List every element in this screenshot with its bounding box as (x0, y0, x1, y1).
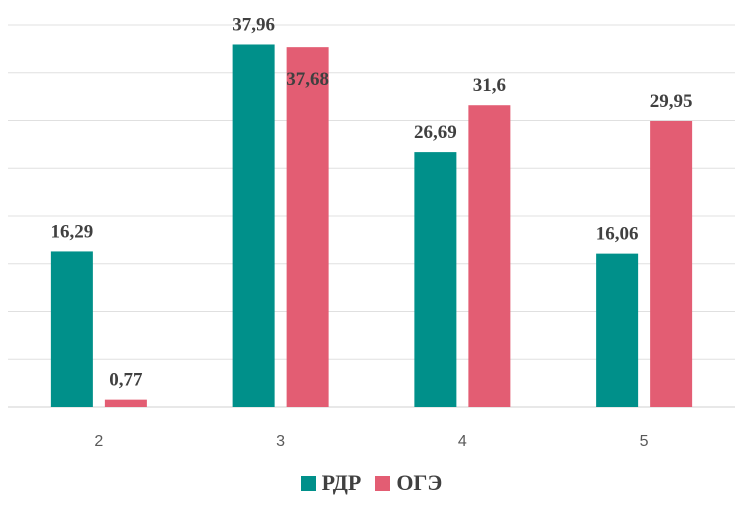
bar-series-1-5 (596, 253, 639, 407)
data-label-series-2-2: 0,77 (109, 370, 143, 391)
legend-swatch-series-1 (300, 475, 316, 491)
x-tick-label: 3 (276, 433, 285, 450)
data-label-series-1-5: 16,06 (596, 224, 639, 245)
legend-item-series-2: ОГЭ (375, 470, 442, 496)
x-tick-label: 4 (458, 433, 467, 450)
x-tick-label: 2 (94, 433, 103, 450)
bar-series-1-3 (232, 44, 275, 408)
legend-item-series-1: РДР (300, 470, 362, 496)
bar-series-1-4 (414, 152, 457, 407)
legend: РДР ОГЭ (0, 470, 743, 496)
legend-label-series-1: РДР (321, 470, 362, 495)
data-label-series-2-4: 31,6 (473, 75, 506, 96)
x-tick-label: 5 (640, 433, 649, 450)
data-label-series-1-4: 26,69 (414, 122, 457, 143)
data-label-series-1-2: 16,29 (51, 221, 94, 242)
bars (50, 44, 693, 408)
data-label-series-1-3: 37,96 (232, 14, 275, 35)
bar-series-1-2 (50, 251, 93, 407)
bar-series-2-2 (104, 399, 147, 407)
data-label-series-2-5: 29,95 (650, 91, 693, 112)
gridlines (8, 24, 735, 408)
legend-swatch-series-2 (375, 475, 391, 491)
data-labels: 16,29 0,77 37,96 37,68 26,69 31,6 16,06 29,95 (51, 14, 693, 390)
x-tick-labels: 2 3 4 5 (94, 433, 648, 450)
bar-series-2-5 (650, 120, 693, 407)
bar-series-2-3 (286, 47, 329, 407)
data-label-series-2-3: 37,68 (286, 69, 329, 90)
legend-label-series-2: ОГЭ (396, 470, 443, 495)
bar-series-2-4 (468, 105, 511, 407)
